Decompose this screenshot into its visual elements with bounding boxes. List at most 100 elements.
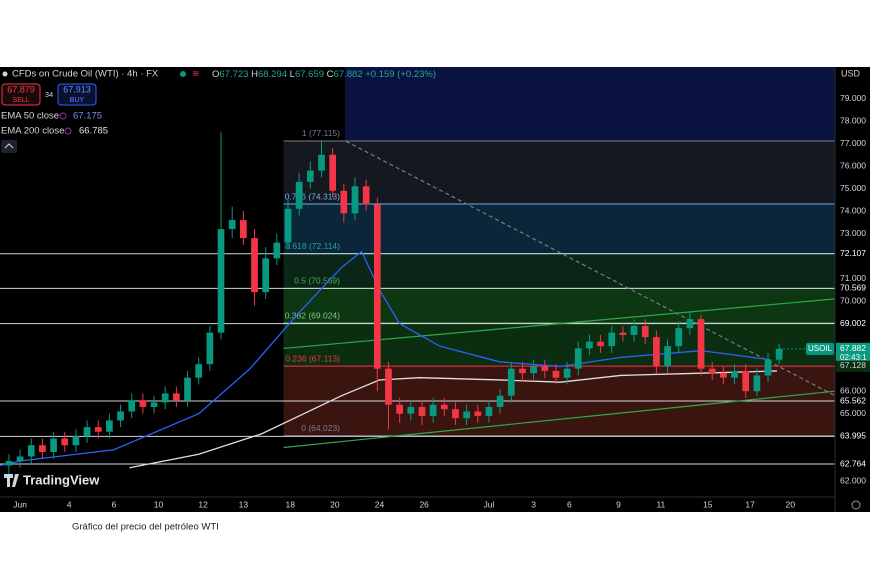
candle-body <box>106 420 113 432</box>
candle-body <box>664 346 671 367</box>
y-tick-label: 66.000 <box>840 385 866 395</box>
candle-body <box>295 181 303 209</box>
fib-label: 0.382 (69.024) <box>285 310 340 320</box>
candle-body <box>217 229 225 333</box>
candle-body <box>240 220 247 239</box>
collapse-icon[interactable] <box>4 143 14 149</box>
candle-body <box>452 409 459 419</box>
fib-label: 1 (77.115) <box>302 128 340 138</box>
x-tick-label: 6 <box>111 499 116 509</box>
fib-zone <box>283 204 835 254</box>
x-tick-label: 12 <box>198 499 208 509</box>
x-tick-label: Jul <box>484 499 495 509</box>
candle-body <box>251 238 258 293</box>
y-tick-label: 62.000 <box>840 475 866 485</box>
sell-button[interactable]: 67.879 SELL <box>1 83 41 106</box>
trendline <box>283 390 835 449</box>
symbol-icon <box>2 71 8 77</box>
sell-box[interactable] <box>1 83 41 106</box>
fib-zone <box>283 140 835 205</box>
candle-body <box>697 319 705 369</box>
level-price-label: 67.128 <box>840 360 866 370</box>
candle-body <box>485 406 493 416</box>
candle-body <box>742 370 750 392</box>
buy-label[interactable]: BUY <box>70 97 85 104</box>
candle-body <box>173 393 180 401</box>
candle-body <box>407 406 415 414</box>
buy-box[interactable] <box>57 83 97 106</box>
candle-body <box>641 325 649 338</box>
indicator-name: EMA 200 close <box>1 126 64 137</box>
sell-label[interactable]: SELL <box>12 97 29 104</box>
candle-body <box>184 377 191 401</box>
candle-body <box>630 325 638 335</box>
y-tick-label: 65.000 <box>840 408 866 418</box>
candle-body <box>619 332 627 335</box>
x-tick-label: 18 <box>286 499 296 509</box>
candle-body <box>574 348 582 369</box>
fib-label: 0.236 (67.113) <box>285 353 340 363</box>
candle-body <box>50 438 57 452</box>
candle-body <box>117 411 124 421</box>
x-tick-label: 10 <box>154 499 164 509</box>
candle-body <box>764 359 772 376</box>
x-tick-label: 13 <box>239 499 249 509</box>
ohlc-key: O <box>212 69 219 80</box>
y-tick-label: 70.000 <box>840 295 866 305</box>
level-tag-label: 72.107 <box>840 248 866 258</box>
candle-body <box>675 328 683 347</box>
candle-body <box>61 438 69 446</box>
symbol-tag-label: USOIL <box>808 344 833 353</box>
candle-body <box>775 348 783 360</box>
trendline <box>345 140 835 397</box>
x-tick-label: 9 <box>616 499 621 509</box>
ohlc-key: C <box>327 69 334 80</box>
y-tick-label: 76.000 <box>840 160 866 170</box>
candle-body <box>128 400 136 412</box>
level-tag-label: 65.562 <box>840 395 866 405</box>
level-tag <box>836 395 870 408</box>
x-tick-label: 20 <box>330 499 340 509</box>
candle-body <box>563 368 571 378</box>
y-tick-label: 74.000 <box>840 205 866 215</box>
candle-body <box>318 154 325 171</box>
last-price-label: 67.882 <box>840 343 866 353</box>
x-tick-label: 11 <box>656 499 665 509</box>
level-tag <box>836 458 870 471</box>
sell-price[interactable]: 67.879 <box>7 84 35 94</box>
candle-body <box>474 411 482 416</box>
candle-body <box>362 186 370 205</box>
y-tick-label: 78.000 <box>840 115 866 125</box>
logo-icon <box>4 474 19 487</box>
candle-body <box>597 341 604 347</box>
candle-body <box>139 400 147 407</box>
buy-price[interactable]: 67.913 <box>63 84 91 94</box>
status-icon: ≋ <box>192 68 200 78</box>
ema-line <box>0 250 771 467</box>
candle-body <box>396 404 403 414</box>
fib-label: 0 (64.023) <box>301 423 340 433</box>
currency: USD <box>841 68 861 78</box>
candle-body <box>161 393 169 403</box>
candle-body <box>5 460 13 466</box>
candle-body <box>496 395 504 407</box>
candle-body <box>552 370 560 378</box>
candle-body <box>429 404 437 416</box>
x-tick-label: 6 <box>567 499 572 509</box>
candle-body <box>753 375 761 392</box>
symbol-title: CFDs on Crude Oil (WTI) · 4h · FX <box>12 69 159 80</box>
x-tick-label: 24 <box>375 499 385 509</box>
level-tag <box>836 282 870 295</box>
ohlc-value: 67.882 <box>334 69 363 80</box>
status-dot <box>180 71 186 77</box>
level-tag-label: 69.002 <box>840 318 866 328</box>
candle-body <box>340 190 348 214</box>
buy-button[interactable]: 67.913 BUY <box>57 83 97 106</box>
collapse-button[interactable] <box>1 140 17 153</box>
candle-body <box>94 427 102 432</box>
indicator-value: 67.175 <box>73 111 102 122</box>
candle-body <box>262 258 270 293</box>
fib-zone <box>283 253 835 289</box>
settings-icon[interactable] <box>851 500 861 510</box>
